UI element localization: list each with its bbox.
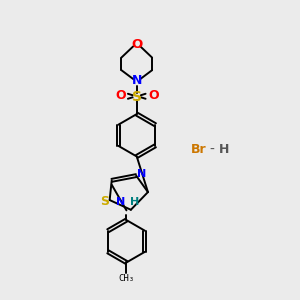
Text: O: O xyxy=(131,38,142,51)
Text: O: O xyxy=(115,89,126,102)
Text: S: S xyxy=(132,90,142,104)
Text: N: N xyxy=(132,74,142,87)
Text: H: H xyxy=(130,197,139,207)
Text: CH₃: CH₃ xyxy=(118,274,134,283)
Text: H: H xyxy=(219,143,230,157)
Text: N: N xyxy=(137,169,146,179)
Text: -: - xyxy=(209,143,214,157)
Text: O: O xyxy=(148,89,159,102)
Text: N: N xyxy=(116,197,125,207)
Text: Br: Br xyxy=(191,143,207,157)
Text: S: S xyxy=(100,195,109,208)
